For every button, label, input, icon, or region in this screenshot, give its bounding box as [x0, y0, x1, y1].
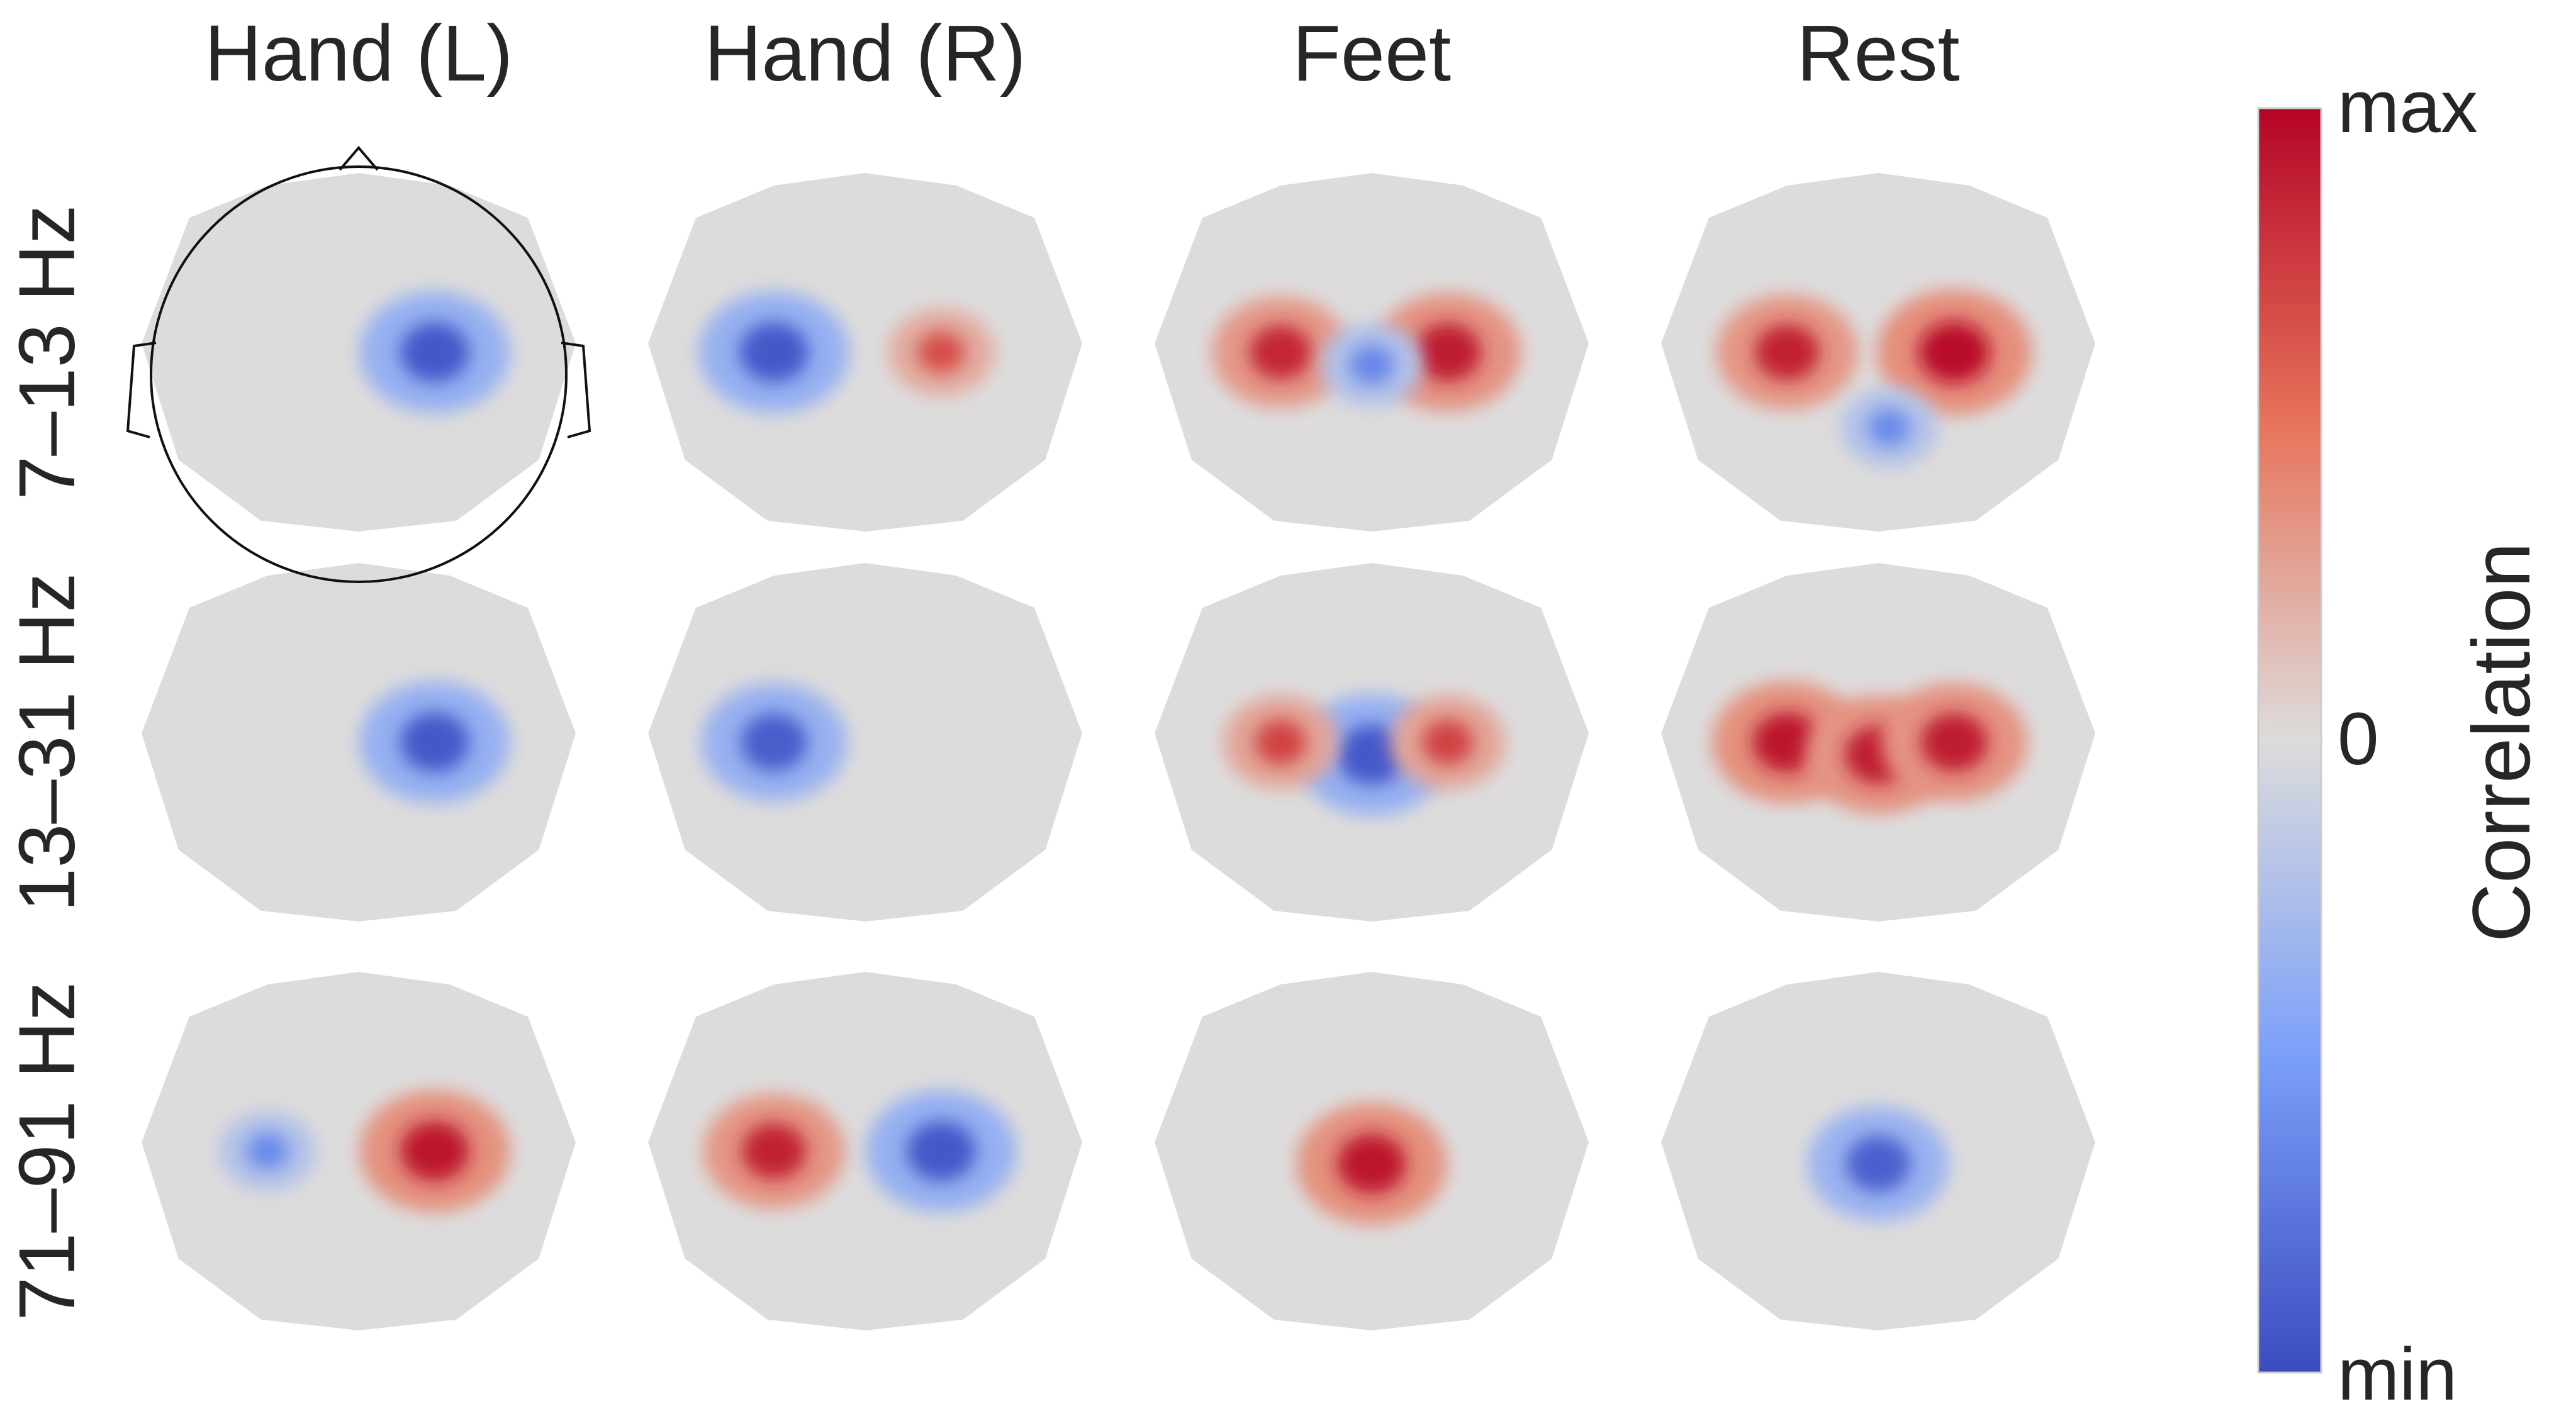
- activation-blob-core: [1255, 720, 1306, 765]
- topomap-r2-c3: [1661, 972, 2095, 1330]
- topomap-background: [648, 563, 1082, 922]
- activation-blob-core: [741, 713, 808, 771]
- activation-blob-core: [400, 712, 469, 772]
- activation-blob-core: [400, 1121, 469, 1181]
- topomap-background: [142, 173, 576, 532]
- topomap-r1-c0: [142, 563, 576, 922]
- activation-blob-core: [1414, 323, 1481, 381]
- activation-blob-core: [400, 322, 469, 382]
- column-title-feet: Feet: [1292, 9, 1452, 98]
- topomap-r2-c1: [648, 972, 1082, 1330]
- head-outline-diagram: [126, 145, 591, 583]
- activation-blob-core: [1920, 713, 1988, 771]
- activation-blob-core: [1349, 345, 1394, 384]
- activation-blob-core: [1249, 325, 1312, 379]
- topomap-background: [142, 972, 576, 1330]
- right-ear: [561, 342, 591, 438]
- topomap-background: [648, 972, 1082, 1330]
- topomap-background: [648, 173, 1082, 532]
- topomap-r2-c2: [1155, 972, 1589, 1330]
- activation-blob-core: [1868, 409, 1910, 447]
- topomap-background: [142, 563, 576, 922]
- topomap-r0-c3: [1661, 173, 2095, 532]
- topomap-r1-c3: [1661, 563, 2095, 922]
- topomap-r1-c2: [1155, 563, 1589, 922]
- activation-blob-core: [1752, 712, 1822, 772]
- activation-blob-core: [1754, 324, 1820, 381]
- activation-blob-core: [246, 1132, 289, 1170]
- activation-blob-core: [1918, 321, 1990, 383]
- colorbar-tick-min: min: [2338, 1333, 2458, 1416]
- activation-blob-core: [907, 1121, 976, 1181]
- activation-blob-core: [1337, 725, 1406, 785]
- colorbar-tick-max: max: [2338, 65, 2478, 148]
- activation-blob-core: [917, 332, 965, 373]
- activation-blob-core: [1845, 1135, 1911, 1192]
- colorbar-label: Correlation: [2455, 542, 2547, 942]
- activation-blob-core: [1337, 1134, 1406, 1194]
- topomap-r0-c2: [1155, 173, 1589, 532]
- nose-marker: [339, 145, 379, 171]
- column-title-rest: Rest: [1796, 9, 1960, 98]
- topomap-r2-c0: [142, 972, 576, 1330]
- left-ear: [126, 342, 157, 438]
- column-title-hand-right: Hand (R): [704, 9, 1026, 98]
- activation-blob-core: [739, 322, 809, 382]
- colorbar: [2257, 107, 2322, 1374]
- topomap-r1-c1: [648, 563, 1082, 922]
- topomap-r0-c1: [648, 173, 1082, 532]
- colorbar-tick-zero: 0: [2338, 698, 2379, 781]
- topomap-r0-c0: [142, 173, 576, 532]
- column-title-hand-left: Hand (L): [204, 9, 513, 98]
- activation-blob-core: [741, 1123, 807, 1179]
- head-circle: [150, 165, 568, 583]
- activation-blob-core: [1422, 720, 1474, 765]
